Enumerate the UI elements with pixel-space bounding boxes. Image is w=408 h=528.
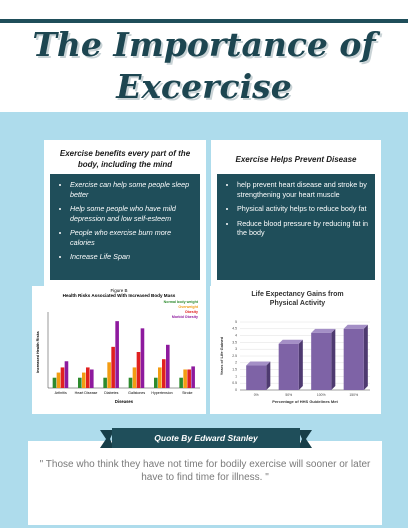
bar-side bbox=[266, 361, 271, 390]
bar bbox=[64, 361, 69, 388]
x-tick-label: Stroke bbox=[182, 391, 192, 395]
prevention-list: help prevent heart disease and stroke by… bbox=[217, 174, 375, 280]
bar bbox=[278, 343, 299, 390]
header-rule bbox=[0, 19, 408, 23]
y-tick-label: 0 bbox=[235, 388, 237, 392]
y-tick-label: 2.5 bbox=[232, 354, 237, 358]
bar bbox=[154, 377, 158, 388]
y-tick-label: 5 bbox=[235, 320, 237, 324]
bar-top bbox=[246, 361, 271, 366]
bar bbox=[183, 369, 187, 388]
list-item: Help some people who have mild depressio… bbox=[70, 204, 194, 223]
bar bbox=[162, 359, 166, 388]
bar-top bbox=[278, 339, 303, 344]
x-tick-label: Diabetes bbox=[104, 391, 118, 395]
bar bbox=[111, 346, 115, 388]
benefit-list: Exercise can help some people sleep bett… bbox=[50, 174, 200, 280]
bar bbox=[132, 367, 137, 388]
panel-heading: Exercise benefits every part of the body… bbox=[59, 149, 191, 169]
x-tick-label: 50% bbox=[285, 393, 292, 397]
ribbon-body bbox=[112, 428, 300, 448]
x-tick-label: 0% bbox=[254, 393, 259, 397]
bar bbox=[56, 372, 61, 388]
bar bbox=[86, 367, 90, 388]
bar bbox=[343, 328, 364, 390]
legend-entry: Morbid Obesity bbox=[172, 315, 198, 319]
bar bbox=[179, 377, 183, 388]
y-tick-label: 0.5 bbox=[232, 381, 237, 385]
chart: 00.511.522.533.544.550% 50% 100% 150%Percen… bbox=[219, 320, 370, 404]
y-tick-label: 1.5 bbox=[232, 367, 237, 371]
page-title: The Importance of Excercise bbox=[32, 25, 376, 106]
x-axis-label: Diseases bbox=[115, 399, 134, 404]
list-item: Reduce blood pressure by reducing fat in… bbox=[237, 219, 369, 238]
bar-side bbox=[363, 324, 368, 390]
bar-top bbox=[311, 328, 336, 333]
bar-top bbox=[343, 324, 368, 329]
figure-label: Figure B bbox=[110, 288, 127, 293]
figure-title: Health Risks Associated With Increased B… bbox=[62, 293, 176, 298]
bar bbox=[78, 377, 82, 388]
bar bbox=[166, 344, 170, 388]
ribbon-tail bbox=[100, 430, 114, 448]
bar bbox=[140, 328, 145, 388]
quote-heading: Quote By Edward Stanley bbox=[154, 433, 259, 443]
figure-title: Life Expectancy Gains from Physical Acti… bbox=[251, 291, 344, 307]
bar bbox=[128, 377, 133, 388]
life-expectancy-figure: 0 0.5 1 1.5 2 2.5 3 3.5 4 4.5 5 0% 50% 100% 150% Percen… bbox=[210, 286, 381, 414]
legend-entry: Obesity bbox=[185, 310, 198, 314]
x-tick-label: Hypertension bbox=[151, 391, 172, 395]
bar bbox=[103, 377, 107, 388]
bar bbox=[187, 369, 191, 388]
y-axis-label: Years of Life Gained bbox=[219, 336, 224, 375]
list-item: Exercise can help some people sleep bett… bbox=[70, 180, 194, 199]
list-item: Physical activity helps to reduce body f… bbox=[237, 204, 369, 214]
x-tick-label: 100% bbox=[317, 393, 326, 397]
prevention-panel: Exercise Helps Prevent Disease help prev… bbox=[211, 140, 381, 286]
panel-heading: Exercise Helps Prevent Disease bbox=[235, 154, 357, 164]
bar bbox=[158, 367, 162, 388]
legend-entry: Overweight bbox=[178, 305, 198, 309]
bar-side bbox=[331, 328, 336, 390]
bar bbox=[115, 321, 119, 388]
bar bbox=[136, 352, 141, 388]
bar bbox=[52, 377, 57, 388]
y-tick-label: 3.5 bbox=[232, 340, 237, 344]
bar bbox=[246, 365, 267, 390]
bar bbox=[60, 367, 65, 388]
x-tick-label: Arthritis bbox=[55, 391, 67, 395]
list-item: People who exercise burn more calories bbox=[70, 228, 194, 247]
bar bbox=[191, 366, 195, 388]
quote-ribbon: Quote By Edward Stanley bbox=[100, 428, 312, 448]
x-tick-label: Heart Disease bbox=[75, 391, 98, 395]
y-tick-label: 4.5 bbox=[232, 327, 237, 331]
y-tick-label: 1 bbox=[235, 374, 237, 378]
quote-box bbox=[28, 441, 382, 525]
chart: Figure B Normal body weightOverweightObes… bbox=[36, 288, 200, 404]
bar bbox=[82, 372, 86, 388]
quote-text: " Those who think they have not time for… bbox=[39, 459, 371, 483]
legend-entry: Normal body weight bbox=[164, 300, 199, 304]
x-axis-label: Percentage of HHS Guidelines Met bbox=[272, 399, 338, 404]
ribbon-tail bbox=[298, 430, 312, 448]
y-tick-label: 3 bbox=[235, 347, 237, 351]
bar-side bbox=[298, 339, 303, 390]
y-axis-label: Increased Health Risks bbox=[36, 331, 40, 373]
x-tick-label: Gallstones bbox=[128, 391, 145, 395]
benefits-panel: Exercise benefits every part of the body… bbox=[44, 140, 206, 286]
y-tick-label: 4 bbox=[235, 333, 237, 337]
bar bbox=[90, 369, 94, 388]
header-band bbox=[0, 0, 408, 112]
bar bbox=[311, 332, 332, 390]
bar bbox=[107, 362, 111, 388]
health-risk-figure: Figure B Normal body weight Overweight Obes… bbox=[32, 286, 206, 414]
list-item: help prevent heart disease and stroke by… bbox=[237, 180, 369, 199]
list-item: Increase Life Span bbox=[70, 252, 194, 262]
x-tick-label: 150% bbox=[349, 393, 358, 397]
y-tick-label: 2 bbox=[235, 361, 237, 365]
